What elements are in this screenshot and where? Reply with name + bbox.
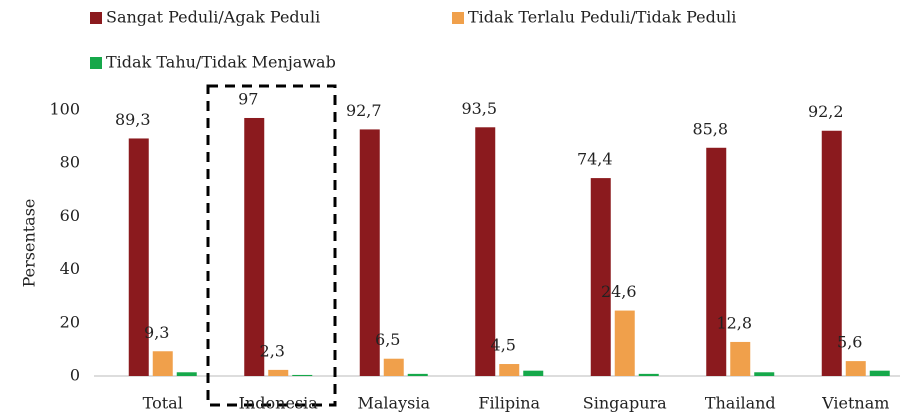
y-tick-label: 80 bbox=[60, 153, 80, 172]
bar bbox=[590, 178, 611, 376]
bar bbox=[869, 370, 890, 376]
value-label: 89,3 bbox=[115, 110, 151, 129]
y-tick-label: 40 bbox=[60, 259, 80, 278]
bar bbox=[407, 373, 428, 376]
bar bbox=[176, 372, 197, 376]
bar bbox=[383, 358, 404, 376]
x-tick-label: Total bbox=[143, 394, 183, 413]
legend-swatch bbox=[90, 12, 102, 24]
value-label: 92,7 bbox=[346, 101, 382, 120]
bar bbox=[754, 372, 775, 376]
value-label: 2,3 bbox=[260, 341, 285, 360]
y-tick-label: 100 bbox=[49, 100, 80, 119]
bar bbox=[152, 351, 173, 376]
value-label: 92,2 bbox=[808, 102, 844, 121]
value-label: 85,8 bbox=[692, 119, 728, 138]
x-tick-label: Malaysia bbox=[358, 394, 431, 413]
legend-label: Sangat Peduli/Agak Peduli bbox=[106, 8, 320, 27]
bar bbox=[244, 117, 265, 376]
value-label: 9,3 bbox=[144, 323, 169, 342]
highlight-box bbox=[206, 84, 337, 407]
x-tick-label: Filipina bbox=[478, 394, 540, 413]
bar bbox=[638, 373, 659, 376]
bar bbox=[845, 361, 866, 376]
legend-label: Tidak Terlalu Peduli/Tidak Peduli bbox=[468, 8, 736, 27]
x-tick-label: Thailand bbox=[705, 394, 776, 413]
bar bbox=[706, 147, 727, 376]
x-tick-label: Vietnam bbox=[821, 394, 889, 413]
value-label: 12,8 bbox=[716, 313, 752, 332]
value-label: 24,6 bbox=[601, 282, 637, 301]
legend-swatch bbox=[90, 57, 102, 69]
bar bbox=[268, 369, 289, 376]
bar bbox=[359, 129, 380, 376]
legend-swatch bbox=[452, 12, 464, 24]
bar bbox=[523, 370, 544, 376]
value-label: 97 bbox=[238, 89, 258, 108]
bar bbox=[614, 310, 635, 376]
x-tick-label: Indonesia bbox=[239, 394, 319, 413]
value-label: 4,5 bbox=[491, 336, 516, 355]
bar bbox=[499, 364, 520, 376]
bar bbox=[730, 341, 751, 376]
value-label: 5,6 bbox=[837, 333, 862, 352]
bar bbox=[292, 374, 313, 376]
bar bbox=[475, 127, 496, 376]
y-tick-label: 60 bbox=[60, 206, 80, 225]
y-tick-label: 20 bbox=[60, 312, 80, 331]
value-label: 74,4 bbox=[577, 150, 613, 169]
y-axis-label: Persentase bbox=[20, 199, 39, 288]
bar bbox=[128, 138, 149, 376]
value-label: 93,5 bbox=[461, 99, 497, 118]
value-label: 6,5 bbox=[375, 330, 400, 349]
x-tick-label: Singapura bbox=[583, 394, 667, 413]
y-tick-label: 0 bbox=[70, 366, 80, 385]
bar bbox=[821, 130, 842, 376]
legend-label: Tidak Tahu/Tidak Menjawab bbox=[106, 53, 336, 72]
